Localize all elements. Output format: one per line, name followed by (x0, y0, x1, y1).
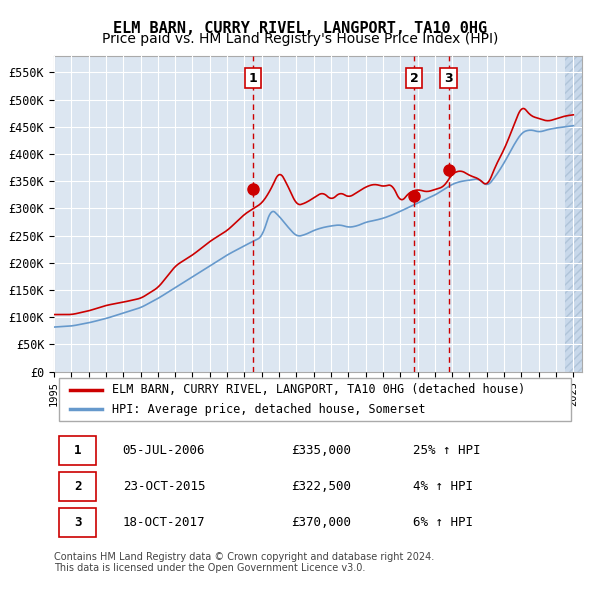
Text: £335,000: £335,000 (292, 444, 352, 457)
Text: ELM BARN, CURRY RIVEL, LANGPORT, TA10 0HG (detached house): ELM BARN, CURRY RIVEL, LANGPORT, TA10 0H… (112, 384, 526, 396)
Text: 4% ↑ HPI: 4% ↑ HPI (413, 480, 473, 493)
Text: £322,500: £322,500 (292, 480, 352, 493)
Text: ELM BARN, CURRY RIVEL, LANGPORT, TA10 0HG: ELM BARN, CURRY RIVEL, LANGPORT, TA10 0H… (113, 21, 487, 35)
FancyBboxPatch shape (59, 379, 571, 421)
Text: 3: 3 (444, 71, 453, 84)
Text: HPI: Average price, detached house, Somerset: HPI: Average price, detached house, Some… (112, 403, 425, 416)
FancyBboxPatch shape (59, 437, 96, 466)
Text: 2: 2 (74, 480, 82, 493)
Text: 23-OCT-2015: 23-OCT-2015 (122, 480, 205, 493)
Text: 3: 3 (74, 516, 82, 529)
Text: 25% ↑ HPI: 25% ↑ HPI (413, 444, 481, 457)
Text: Price paid vs. HM Land Registry's House Price Index (HPI): Price paid vs. HM Land Registry's House … (102, 32, 498, 47)
Text: Contains HM Land Registry data © Crown copyright and database right 2024.
This d: Contains HM Land Registry data © Crown c… (54, 552, 434, 573)
Text: 2: 2 (410, 71, 419, 84)
FancyBboxPatch shape (59, 472, 96, 501)
Text: £370,000: £370,000 (292, 516, 352, 529)
Text: 05-JUL-2006: 05-JUL-2006 (122, 444, 205, 457)
Bar (565, 56, 582, 372)
Text: 1: 1 (249, 71, 257, 84)
Text: 6% ↑ HPI: 6% ↑ HPI (413, 516, 473, 529)
Text: 18-OCT-2017: 18-OCT-2017 (122, 516, 205, 529)
FancyBboxPatch shape (59, 508, 96, 537)
Text: 1: 1 (74, 444, 82, 457)
